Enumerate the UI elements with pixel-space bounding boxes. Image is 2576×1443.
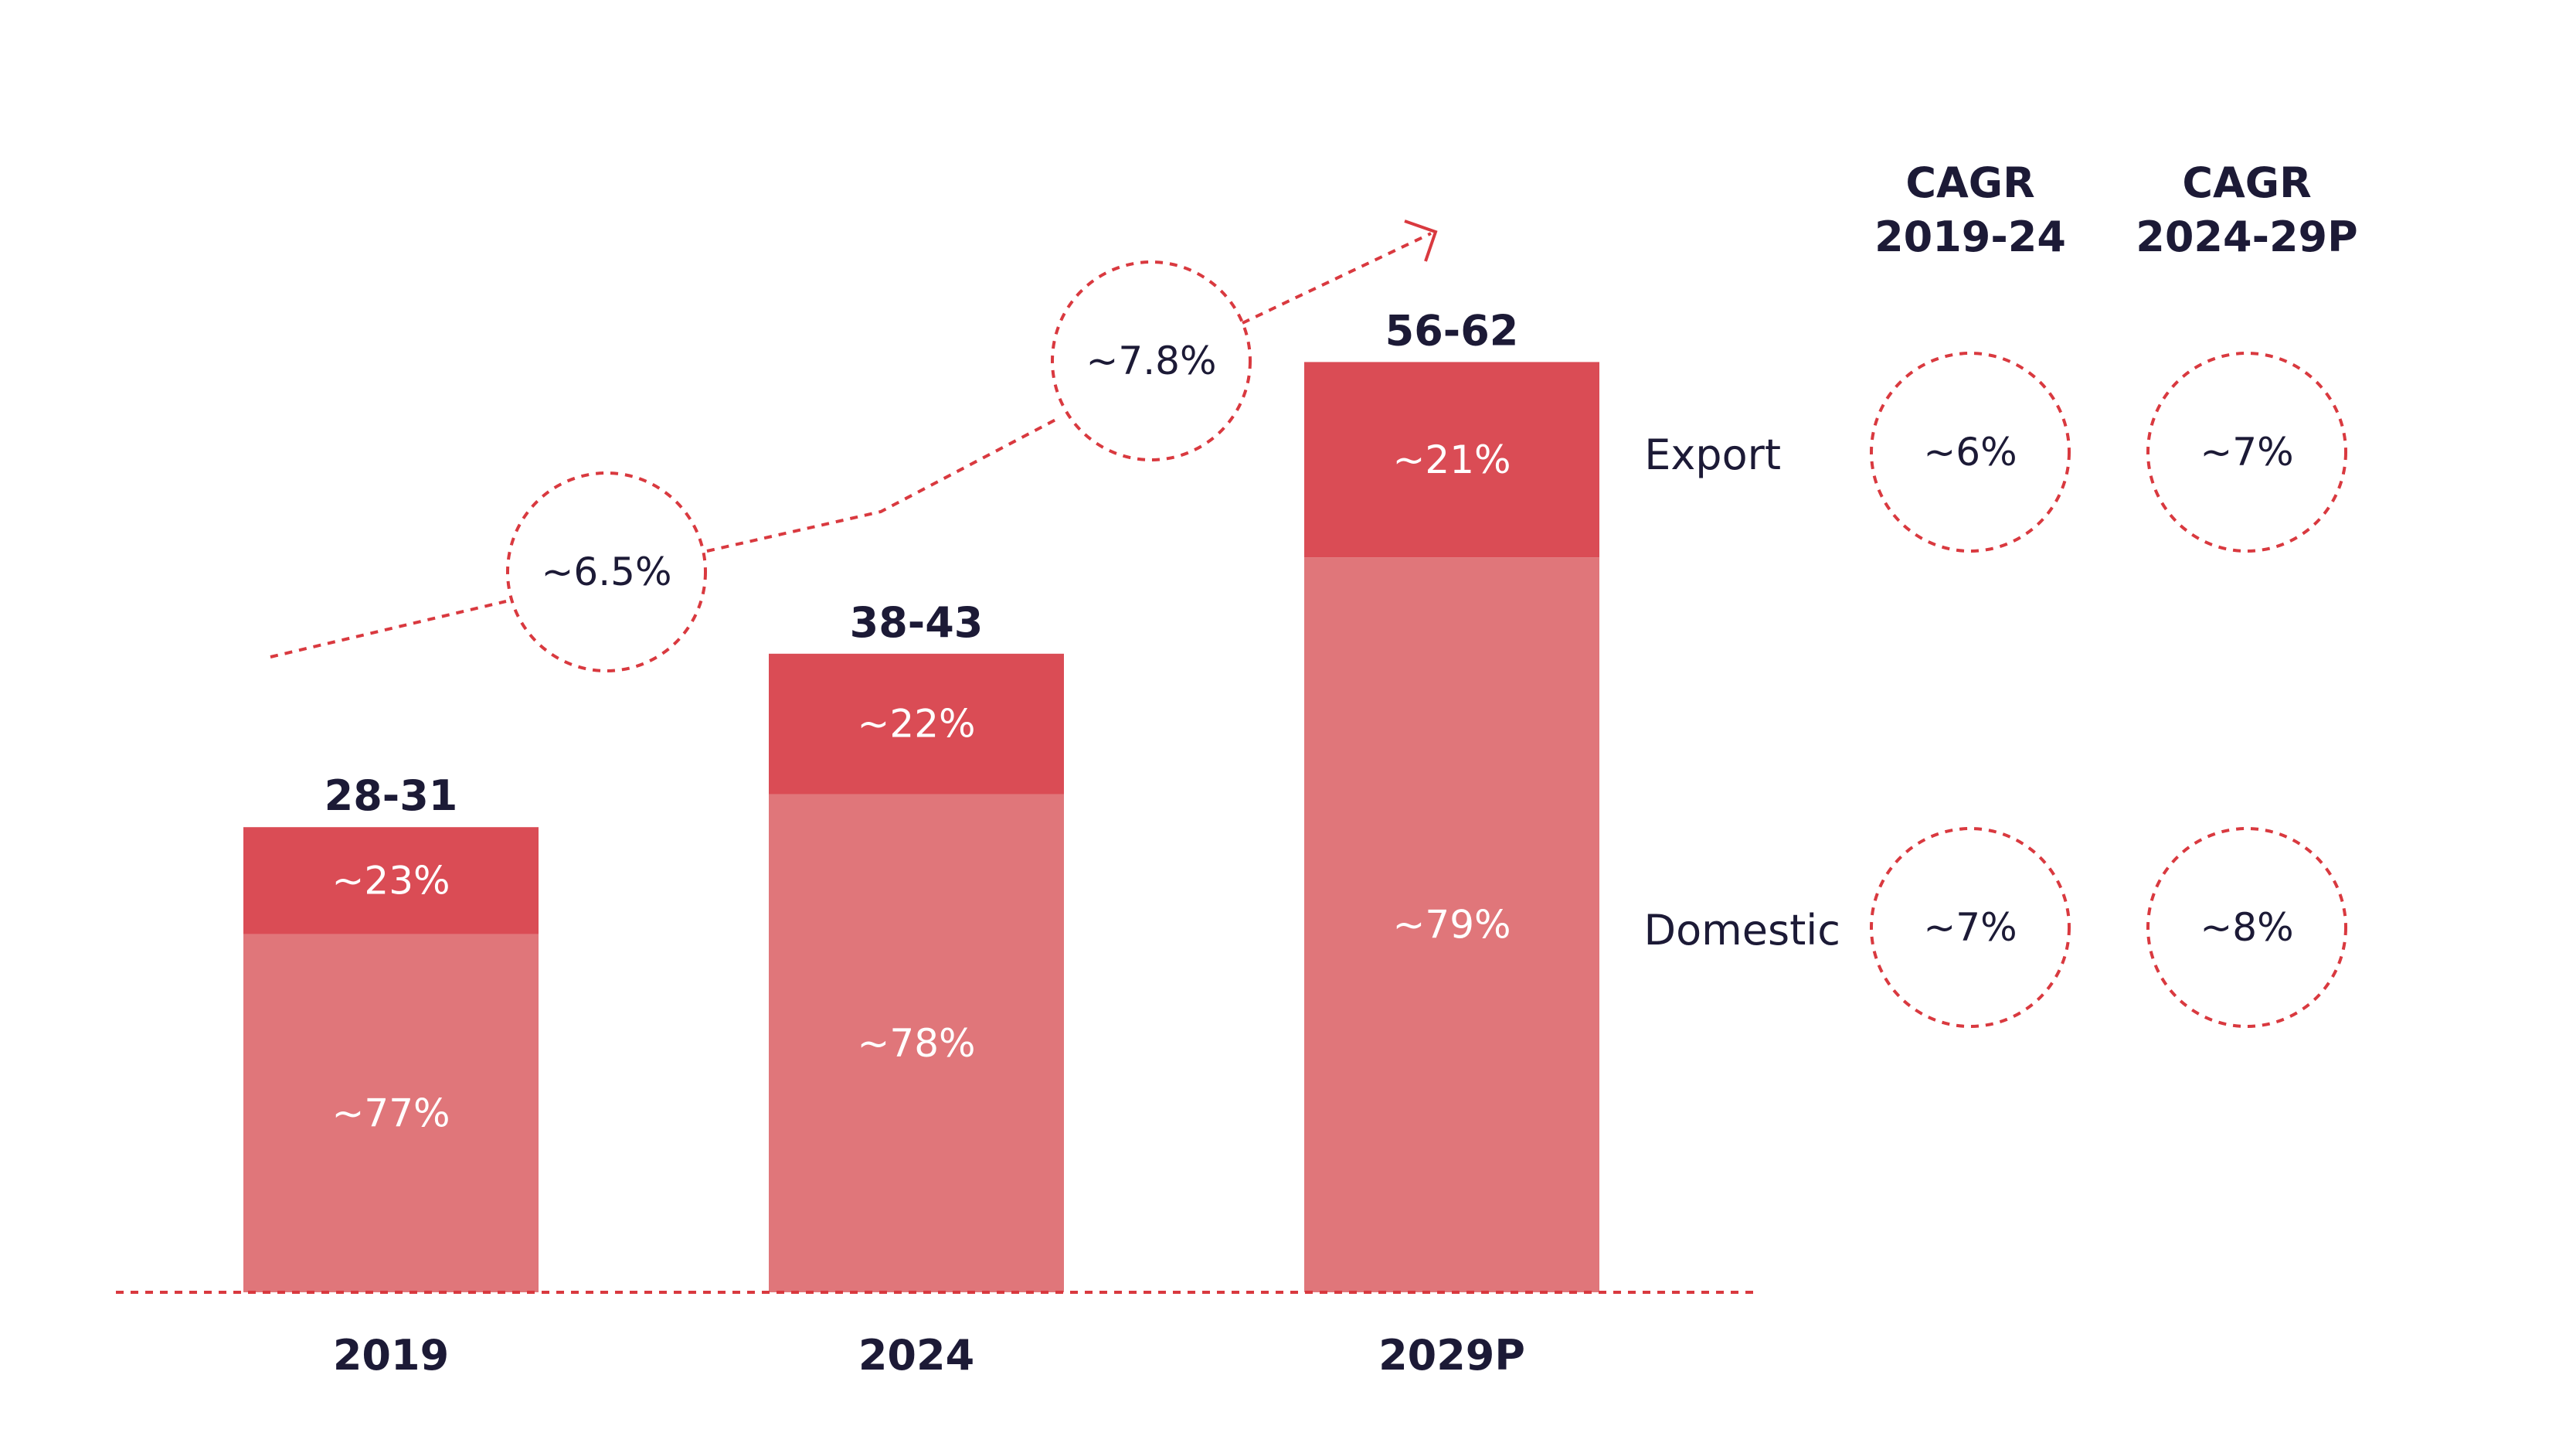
x-tick-2024: 2024 — [858, 1331, 974, 1380]
growth-label-2: ~7.8% — [1086, 339, 1217, 383]
cagr-circle-domestic-1 — [1870, 827, 2071, 1028]
bars-layer: ~77% ~23% ~78% ~22% ~79% ~21% — [243, 362, 1599, 1292]
trend-line-segment-1 — [270, 600, 507, 659]
label-export-2019: ~23% — [331, 858, 450, 903]
cagr-table: CAGR 2019-24 CAGR 2024-29P Export ~6% ~7% Domes… — [1644, 158, 2358, 1028]
cagr-value-export-2: ~7% — [2200, 430, 2293, 475]
label-export-2024: ~22% — [857, 702, 975, 747]
trend-line-segment-3 — [1242, 232, 1432, 325]
cagr-header-1-line2: 2019-24 — [1874, 213, 2066, 261]
trend-line-segment-2 — [706, 416, 1061, 553]
trend-arrowhead — [1404, 220, 1438, 262]
bar-export-2029p — [1304, 362, 1599, 558]
label-export-2029p: ~21% — [1392, 437, 1511, 482]
bar-domestic-2024 — [769, 794, 1064, 1292]
totals-layer: 28-31 38-43 56-62 — [325, 306, 1519, 820]
cagr-row-label-export: Export — [1644, 431, 1781, 479]
bar-domestic-2019 — [243, 934, 539, 1292]
label-domestic-2024: ~78% — [857, 1021, 975, 1066]
x-tick-2019: 2019 — [333, 1331, 449, 1380]
growth-circle-1 — [506, 471, 707, 672]
growth-label-1: ~6.5% — [542, 550, 672, 594]
label-domestic-2019: ~77% — [331, 1091, 450, 1135]
growth-circle-2 — [1051, 260, 1252, 461]
cagr-value-domestic-1: ~7% — [1923, 905, 2017, 950]
total-label-2019: 28-31 — [325, 771, 458, 820]
x-axis-labels: 2019 2024 2029P — [333, 1331, 1525, 1380]
cagr-circle-domestic-2 — [2146, 827, 2347, 1028]
cagr-circle-export-2 — [2146, 352, 2347, 553]
cagr-value-export-1: ~6% — [1923, 430, 2017, 475]
cagr-header-2-line1: CAGR — [2182, 158, 2311, 207]
cagr-header-1-line1: CAGR — [1905, 158, 2034, 207]
growth-trend: ~6.5% ~7.8% — [270, 220, 1438, 672]
cagr-header-2-line2: 2024-29P — [2136, 213, 2357, 261]
bar-domestic-2029p — [1304, 557, 1599, 1292]
bar-export-2024 — [769, 653, 1064, 795]
bar-export-2019 — [243, 827, 539, 934]
total-label-2024: 38-43 — [850, 598, 984, 647]
x-tick-2029p: 2029P — [1378, 1331, 1525, 1380]
label-domestic-2029p: ~79% — [1392, 903, 1511, 948]
cagr-row-label-domestic: Domestic — [1644, 906, 1840, 955]
total-label-2029p: 56-62 — [1385, 306, 1519, 355]
cagr-value-domestic-2: ~8% — [2200, 905, 2293, 950]
cagr-circle-export-1 — [1870, 352, 2071, 553]
